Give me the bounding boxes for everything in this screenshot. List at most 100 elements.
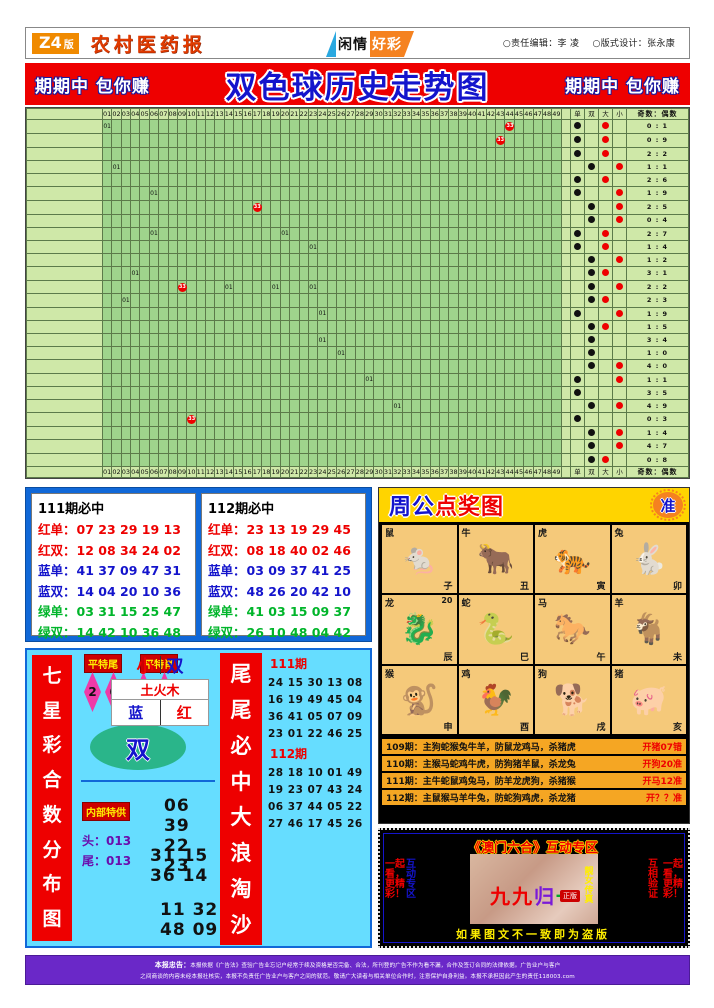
grid-cell[interactable]: [317, 132, 328, 148]
grid-cell[interactable]: [176, 293, 188, 308]
grid-cell[interactable]: [495, 226, 506, 241]
grid-cell[interactable]: [251, 293, 263, 308]
grid-cell[interactable]: [307, 199, 319, 215]
grid-cell[interactable]: [513, 412, 525, 428]
grid-cell[interactable]: [401, 173, 412, 188]
grid-cell[interactable]: [242, 439, 253, 454]
grid-cell[interactable]: [438, 160, 450, 175]
grid-cell[interactable]: [401, 319, 412, 335]
grid-cell[interactable]: [466, 146, 478, 162]
grid-cell[interactable]: [139, 173, 150, 188]
grid-cell[interactable]: [513, 346, 525, 361]
grid-cell[interactable]: [101, 199, 113, 215]
grid-cell[interactable]: [111, 186, 122, 201]
grid-cell[interactable]: [139, 372, 150, 387]
grid-cell[interactable]: [495, 119, 506, 134]
grid-cell[interactable]: [335, 132, 347, 148]
grid-cell[interactable]: [270, 239, 281, 255]
grid-cell[interactable]: [289, 199, 300, 215]
grid-cell[interactable]: [130, 426, 141, 441]
grid-cell[interactable]: [401, 239, 412, 255]
grid-cell[interactable]: [476, 279, 487, 295]
grid-cell[interactable]: [476, 412, 487, 428]
grid-cell[interactable]: [326, 119, 338, 134]
grid-cell[interactable]: [429, 146, 440, 162]
grid-cell[interactable]: [551, 412, 562, 428]
grid-cell[interactable]: [438, 279, 450, 295]
grid-cell[interactable]: [401, 359, 412, 374]
grid-cell[interactable]: [523, 426, 534, 441]
grid-cell[interactable]: [364, 199, 375, 215]
grid-cell[interactable]: [420, 293, 431, 308]
grid-cell[interactable]: [345, 199, 356, 215]
grid-cell[interactable]: [148, 452, 160, 468]
grid-cell[interactable]: [326, 226, 338, 241]
grid-cell[interactable]: [466, 319, 478, 335]
grid-cell[interactable]: [476, 239, 487, 255]
grid-cell[interactable]: [167, 293, 178, 308]
grid-cell[interactable]: [120, 439, 132, 454]
grid-cell[interactable]: [373, 306, 384, 321]
grid-cell[interactable]: [101, 146, 113, 162]
grid-cell[interactable]: [513, 199, 525, 215]
grid-cell[interactable]: [195, 385, 206, 401]
grid-cell[interactable]: [345, 186, 356, 201]
grid-cell[interactable]: [130, 452, 141, 468]
grid-cell[interactable]: 33: [186, 412, 197, 428]
grid-cell[interactable]: [345, 239, 356, 255]
grid-cell[interactable]: [354, 119, 366, 134]
grid-cell[interactable]: [120, 306, 132, 321]
grid-cell[interactable]: [186, 226, 197, 241]
grid-cell[interactable]: [279, 346, 291, 361]
grid-cell[interactable]: [532, 399, 543, 414]
grid-cell[interactable]: [401, 306, 412, 321]
grid-cell[interactable]: [420, 346, 431, 361]
grid-cell[interactable]: [139, 439, 150, 454]
grid-cell[interactable]: [382, 452, 394, 468]
grid-cell[interactable]: [214, 319, 225, 335]
grid-cell[interactable]: [176, 160, 188, 175]
grid-cell[interactable]: 01: [364, 372, 375, 387]
grid-cell[interactable]: 01: [317, 333, 328, 348]
grid-cell[interactable]: [176, 399, 188, 414]
grid-cell[interactable]: [148, 426, 160, 441]
grid-cell[interactable]: [158, 253, 169, 268]
grid-cell[interactable]: [158, 186, 169, 201]
grid-cell[interactable]: [429, 253, 440, 268]
grid-cell[interactable]: [504, 333, 515, 348]
grid-cell[interactable]: [317, 226, 328, 241]
grid-cell[interactable]: [335, 439, 347, 454]
grid-cell[interactable]: [410, 213, 422, 228]
grid-cell[interactable]: [551, 213, 562, 228]
grid-cell[interactable]: [233, 239, 244, 255]
grid-cell[interactable]: [326, 186, 338, 201]
grid-cell[interactable]: [101, 399, 113, 414]
grid-cell[interactable]: [289, 372, 300, 387]
grid-cell[interactable]: [233, 333, 244, 348]
grid-cell[interactable]: [504, 239, 515, 255]
grid-cell[interactable]: [261, 346, 272, 361]
grid-cell[interactable]: 01: [279, 226, 291, 241]
grid-cell[interactable]: [130, 372, 141, 387]
grid-cell[interactable]: [148, 385, 160, 401]
zodiac-cell[interactable]: 鸡 🐓 酉: [458, 665, 533, 734]
grid-cell[interactable]: [420, 199, 431, 215]
grid-cell[interactable]: [485, 186, 497, 201]
grid-cell[interactable]: [438, 226, 450, 241]
grid-cell[interactable]: [495, 359, 506, 374]
grid-cell[interactable]: [195, 146, 206, 162]
grid-cell[interactable]: [223, 412, 235, 428]
grid-cell[interactable]: [233, 439, 244, 454]
grid-cell[interactable]: [261, 146, 272, 162]
grid-cell[interactable]: [532, 426, 543, 441]
grid-cell[interactable]: [176, 132, 188, 148]
grid-cell[interactable]: [176, 173, 188, 188]
grid-cell[interactable]: [541, 333, 553, 348]
grid-cell[interactable]: [382, 426, 394, 441]
grid-cell[interactable]: [167, 346, 178, 361]
grid-cell[interactable]: [438, 173, 450, 188]
grid-cell[interactable]: [392, 173, 403, 188]
zodiac-cell[interactable]: 兔 🐇 卯: [611, 525, 686, 594]
grid-cell[interactable]: [420, 239, 431, 255]
grid-cell[interactable]: [270, 372, 281, 387]
